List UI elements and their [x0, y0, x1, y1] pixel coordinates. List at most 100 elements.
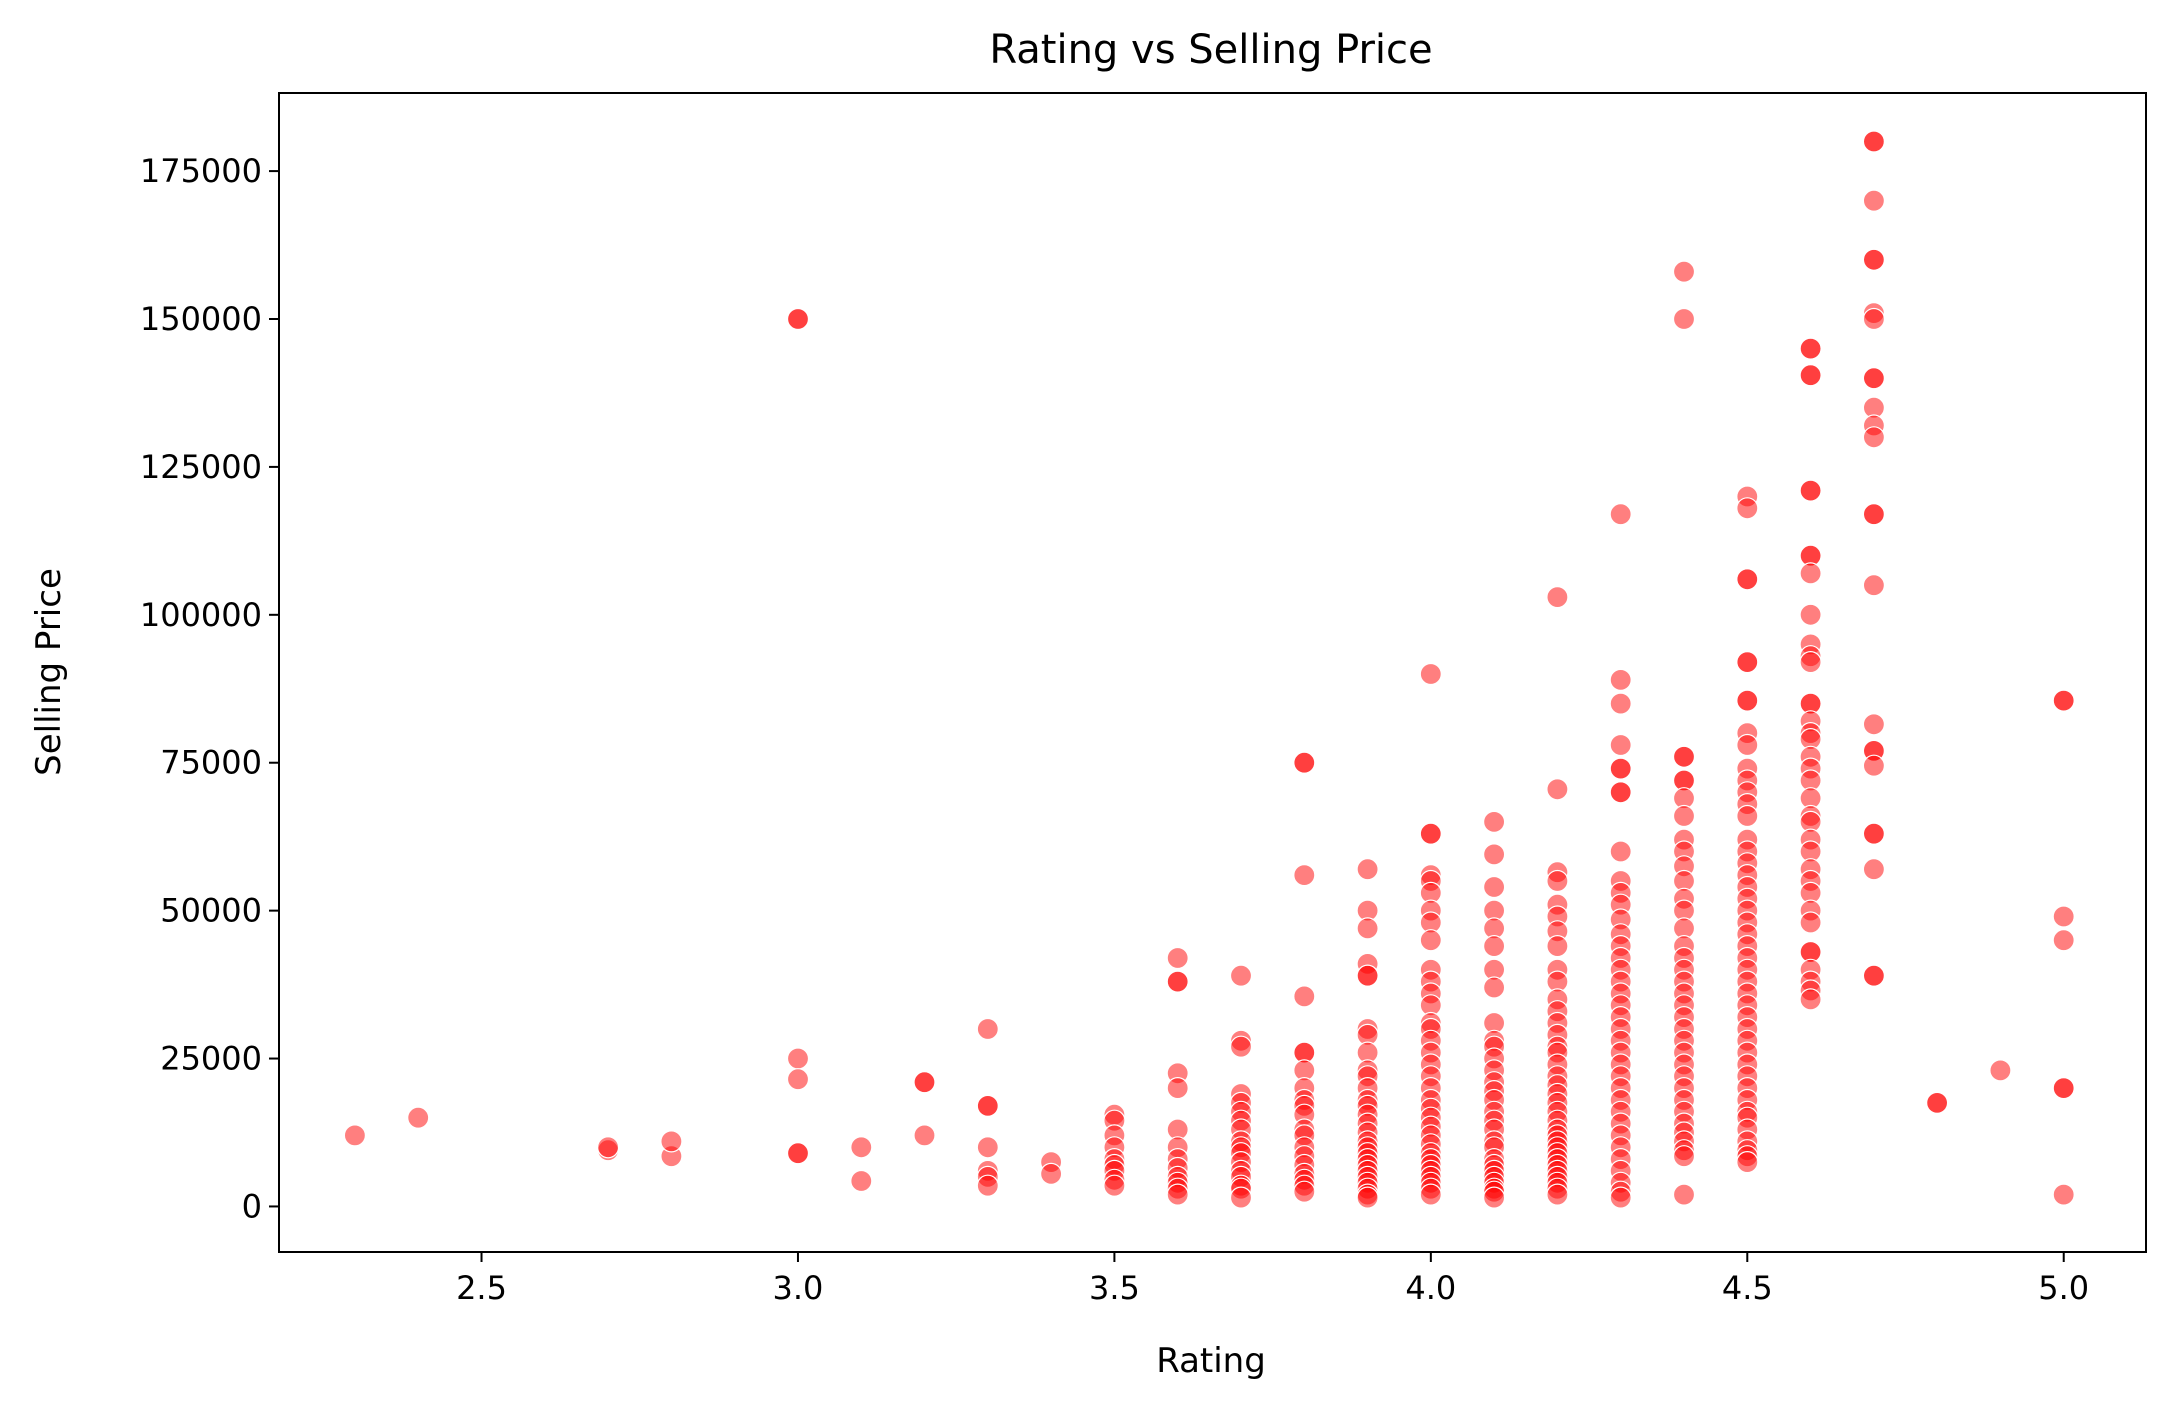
data-point — [1546, 1183, 1569, 1206]
data-point — [1736, 568, 1759, 591]
data-point — [1736, 650, 1759, 674]
data-point — [1166, 1076, 1189, 1100]
data-point — [1356, 1186, 1379, 1209]
y-tick-label: 150000 — [140, 300, 262, 338]
x-tick-label: 4.5 — [1722, 1269, 1773, 1307]
data-point — [1862, 754, 1886, 777]
data-point — [1989, 1059, 2012, 1082]
data-point — [1736, 497, 1759, 520]
data-point — [1356, 964, 1379, 987]
data-point — [1672, 260, 1696, 283]
data-point — [1672, 307, 1696, 331]
data-point — [596, 1136, 620, 1159]
data-point — [1293, 751, 1316, 774]
data-point — [1546, 869, 1569, 893]
data-point — [1166, 1183, 1189, 1206]
y-axis-label: Selling Price — [29, 568, 69, 776]
data-point — [1862, 426, 1886, 449]
x-tick-label: 4.0 — [1405, 1269, 1456, 1307]
y-tick-label: 175000 — [140, 152, 262, 190]
data-point — [1039, 1162, 1063, 1186]
x-tick-label: 3.0 — [773, 1269, 824, 1307]
data-point — [1862, 130, 1886, 153]
data-point — [1736, 1150, 1759, 1174]
data-point — [1609, 692, 1632, 715]
data-point — [1229, 964, 1253, 987]
data-point — [2052, 689, 2075, 712]
data-point — [1229, 1186, 1253, 1209]
data-point — [1229, 1035, 1253, 1058]
data-point — [1672, 1145, 1696, 1168]
data-point — [660, 1130, 683, 1153]
y-tick-label: 50000 — [160, 892, 262, 930]
data-point — [1419, 1183, 1442, 1206]
data-point — [1862, 503, 1886, 526]
data-point — [1482, 810, 1506, 834]
data-point — [850, 1136, 873, 1159]
data-point — [1862, 307, 1886, 331]
y-tick-label: 25000 — [160, 1040, 262, 1078]
data-point — [1862, 858, 1886, 881]
data-point — [1103, 1174, 1126, 1197]
data-point — [1419, 929, 1442, 952]
x-axis-label: Rating — [1156, 1341, 1266, 1381]
data-point — [1609, 733, 1632, 757]
data-point — [1609, 503, 1632, 526]
chart-title: Rating vs Selling Price — [989, 27, 1432, 73]
data-point — [850, 1169, 873, 1193]
data-point — [1799, 479, 1822, 502]
data-point — [1482, 1186, 1506, 1209]
data-point — [1862, 189, 1886, 212]
data-point — [1546, 778, 1569, 801]
data-point — [1293, 863, 1316, 887]
data-point — [976, 1136, 999, 1159]
data-point — [1609, 668, 1632, 692]
data-point — [1482, 875, 1506, 899]
data-point — [1736, 733, 1759, 757]
y-tick-label: 100000 — [140, 596, 262, 634]
x-tick-label: 3.5 — [1089, 1269, 1140, 1307]
data-point — [1799, 337, 1822, 360]
data-point — [407, 1106, 430, 1129]
data-point — [913, 1124, 936, 1147]
data-point — [1482, 934, 1506, 958]
data-point — [1736, 804, 1759, 828]
data-point — [786, 1068, 810, 1091]
data-point — [1799, 988, 1822, 1011]
data-point — [1546, 934, 1569, 958]
x-tick-label: 2.5 — [456, 1269, 507, 1307]
y-tick-label: 0 — [242, 1187, 262, 1225]
data-point — [1482, 976, 1506, 999]
x-axis-ticks: 2.5 3.0 3.5 4.0 4.5 5.0 — [456, 1252, 2089, 1307]
data-point — [976, 1094, 999, 1118]
data-point — [913, 1071, 936, 1094]
data-point — [1799, 603, 1822, 626]
data-point — [343, 1124, 366, 1147]
data-point — [1862, 367, 1886, 390]
data-point — [1609, 840, 1632, 863]
y-axis-ticks: 0 25000 50000 75000 100000 125000 150000 175000 — [140, 152, 279, 1225]
data-point — [1546, 585, 1569, 609]
data-point — [1862, 964, 1886, 987]
data-point — [976, 1174, 999, 1197]
data-point — [1293, 985, 1316, 1008]
data-point — [1482, 843, 1506, 866]
y-tick-label: 125000 — [140, 448, 262, 486]
data-point — [1799, 650, 1822, 674]
data-point — [2052, 929, 2075, 952]
data-point — [1609, 757, 1632, 780]
data-point — [1672, 745, 1696, 768]
data-point — [1356, 917, 1379, 940]
x-tick-label: 5.0 — [2038, 1269, 2089, 1307]
y-tick-label: 75000 — [160, 744, 262, 782]
data-point — [786, 1142, 810, 1165]
data-point — [1356, 858, 1379, 881]
plot-frame — [278, 92, 2147, 1253]
data-point — [786, 307, 810, 331]
data-point — [1609, 781, 1632, 804]
data-point — [1862, 574, 1886, 597]
data-point — [1862, 713, 1886, 736]
data-point — [2052, 1183, 2075, 1206]
